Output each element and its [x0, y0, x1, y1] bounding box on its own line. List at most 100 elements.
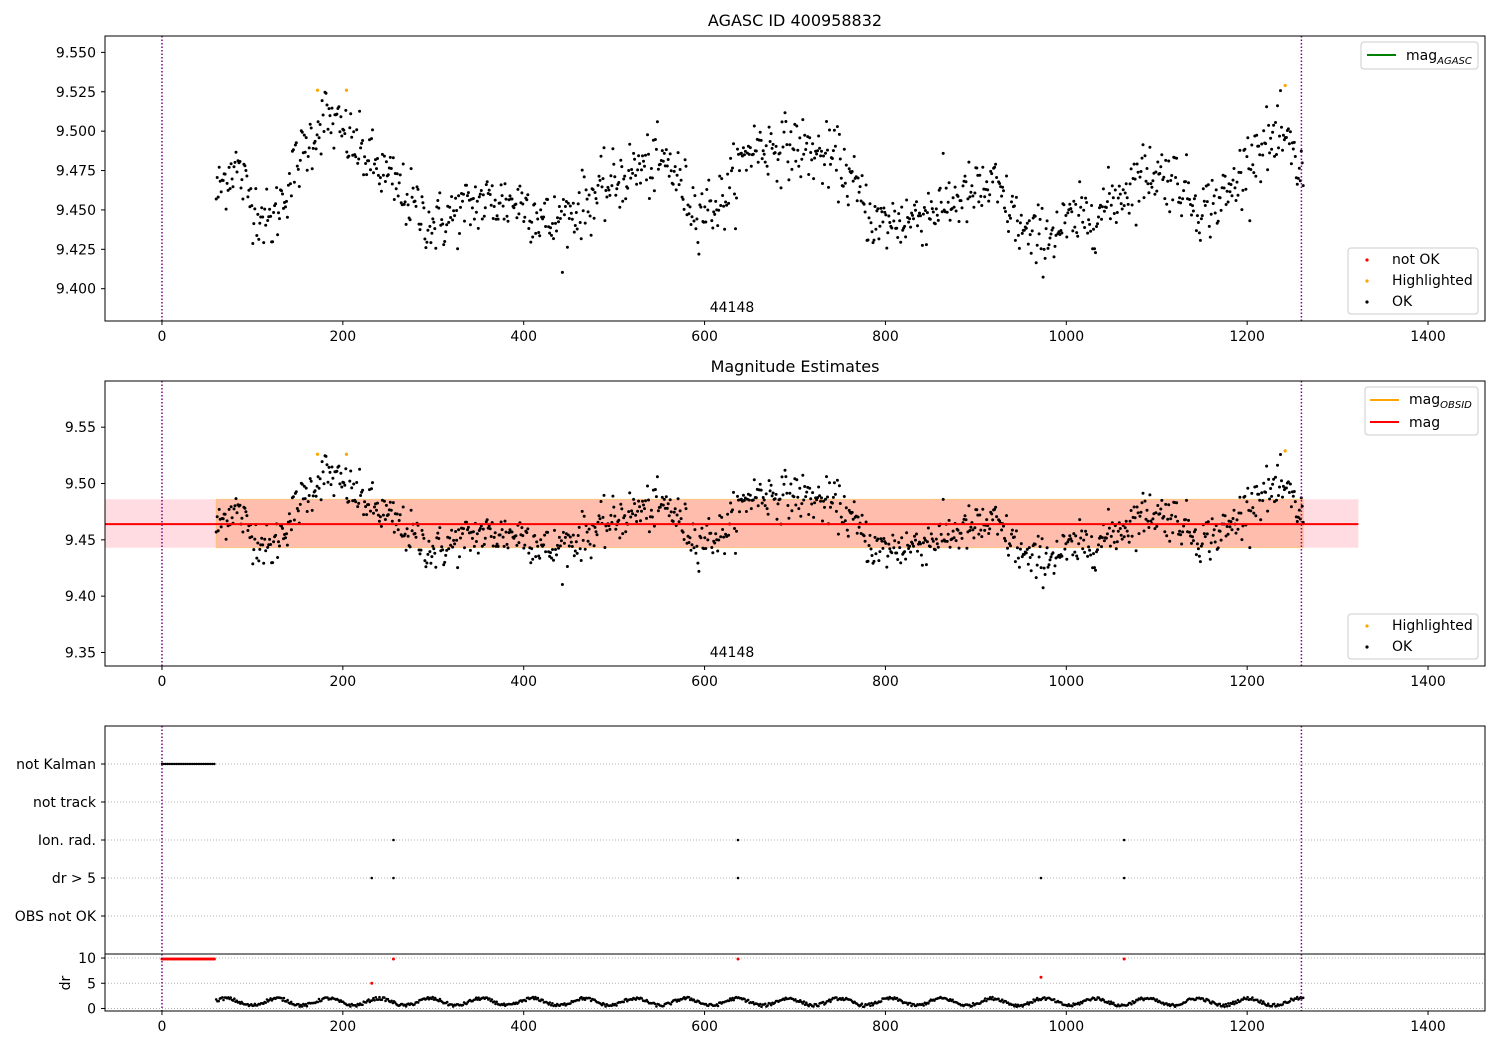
ok-point [1147, 526, 1151, 529]
ok-point [580, 509, 584, 513]
ok-point [877, 237, 881, 241]
dr-point [803, 1003, 807, 1006]
ok-point [537, 554, 541, 558]
ok-point [565, 245, 569, 249]
ok-point [260, 206, 264, 210]
ok-point [1019, 542, 1023, 546]
ok-point [1206, 520, 1210, 524]
flag-point-dr [1122, 876, 1126, 880]
ok-point [770, 494, 774, 498]
ok-point [748, 146, 752, 150]
ok-point [305, 168, 309, 172]
ok-point [363, 155, 367, 159]
ok-point [649, 508, 653, 512]
panel-dr-points [160, 957, 1305, 1009]
ok-point [766, 512, 770, 516]
ok-point [960, 206, 964, 210]
ok-point [285, 215, 289, 219]
ok-point [451, 545, 455, 549]
ok-point [954, 539, 958, 543]
ok-point [1013, 560, 1017, 564]
dr-point [1095, 998, 1098, 1001]
ok-point [605, 529, 609, 533]
ok-point [429, 561, 433, 565]
ok-point [829, 505, 832, 509]
ok-point [887, 214, 891, 218]
dr-point [1241, 998, 1245, 1001]
ok-point [1134, 223, 1138, 227]
dr-point [536, 996, 540, 1000]
dr-point [655, 1005, 658, 1008]
ok-point [928, 217, 932, 221]
ok-point [1191, 535, 1194, 539]
ok-point [538, 234, 542, 238]
ok-point [836, 532, 840, 536]
ok-point [1001, 185, 1005, 189]
ok-point [1180, 542, 1184, 546]
ok-point [619, 502, 623, 506]
ok-point [517, 541, 521, 545]
ok-point [646, 133, 649, 137]
ok-point [457, 528, 461, 532]
ok-point [285, 199, 288, 203]
ok-point [775, 179, 779, 183]
ok-point [842, 495, 846, 498]
ok-point [1270, 494, 1274, 498]
ok-point [330, 465, 334, 469]
ok-point [246, 529, 250, 532]
ok-point [826, 148, 829, 152]
ok-point [1278, 134, 1281, 138]
ok-point [666, 158, 670, 161]
dr-point [378, 995, 381, 999]
ok-point [786, 504, 790, 507]
ok-point [258, 547, 262, 551]
y-tick-label: 9.550 [56, 45, 96, 61]
ok-point [727, 533, 731, 537]
ok-point [662, 151, 666, 155]
ok-point [551, 548, 554, 551]
ok-point [391, 501, 395, 505]
ok-point [898, 546, 902, 550]
ok-point [438, 526, 442, 530]
ok-point [1069, 207, 1073, 211]
ok-point [666, 502, 670, 506]
ok-point [263, 207, 267, 211]
legend-marker-ok [1365, 300, 1369, 304]
dr-point [383, 996, 386, 999]
ok-point [1081, 220, 1085, 224]
ok-point [873, 205, 877, 208]
ok-point [682, 207, 686, 211]
ok-point [624, 530, 628, 534]
ok-point [799, 514, 803, 518]
ok-point [1010, 194, 1014, 198]
ok-point [751, 152, 755, 156]
ok-point [492, 205, 496, 208]
ok-point [1093, 247, 1096, 251]
ok-point [568, 204, 572, 208]
dr-point [1071, 1004, 1074, 1008]
dr-point [1235, 1001, 1238, 1005]
ok-point [639, 181, 642, 185]
ok-point [1179, 533, 1183, 537]
ok-point [339, 471, 343, 475]
dr-point [304, 1002, 308, 1006]
ok-point [444, 553, 448, 557]
ok-point [947, 518, 951, 522]
ok-point [892, 219, 896, 223]
ok-point [554, 221, 557, 225]
ok-point [291, 495, 295, 499]
ok-point [337, 105, 341, 109]
ok-point [395, 172, 399, 176]
dr-point [662, 1004, 665, 1008]
ok-point [462, 527, 465, 531]
ok-point [1230, 194, 1234, 198]
ok-point [1080, 196, 1084, 200]
ok-point [575, 551, 579, 555]
ok-point [729, 501, 733, 505]
dr-point [991, 995, 994, 999]
category-label: dr > 5 [52, 871, 96, 887]
ok-point [253, 537, 257, 541]
ok-point [661, 159, 665, 163]
ok-point [787, 178, 791, 182]
ok-point [1053, 564, 1057, 568]
